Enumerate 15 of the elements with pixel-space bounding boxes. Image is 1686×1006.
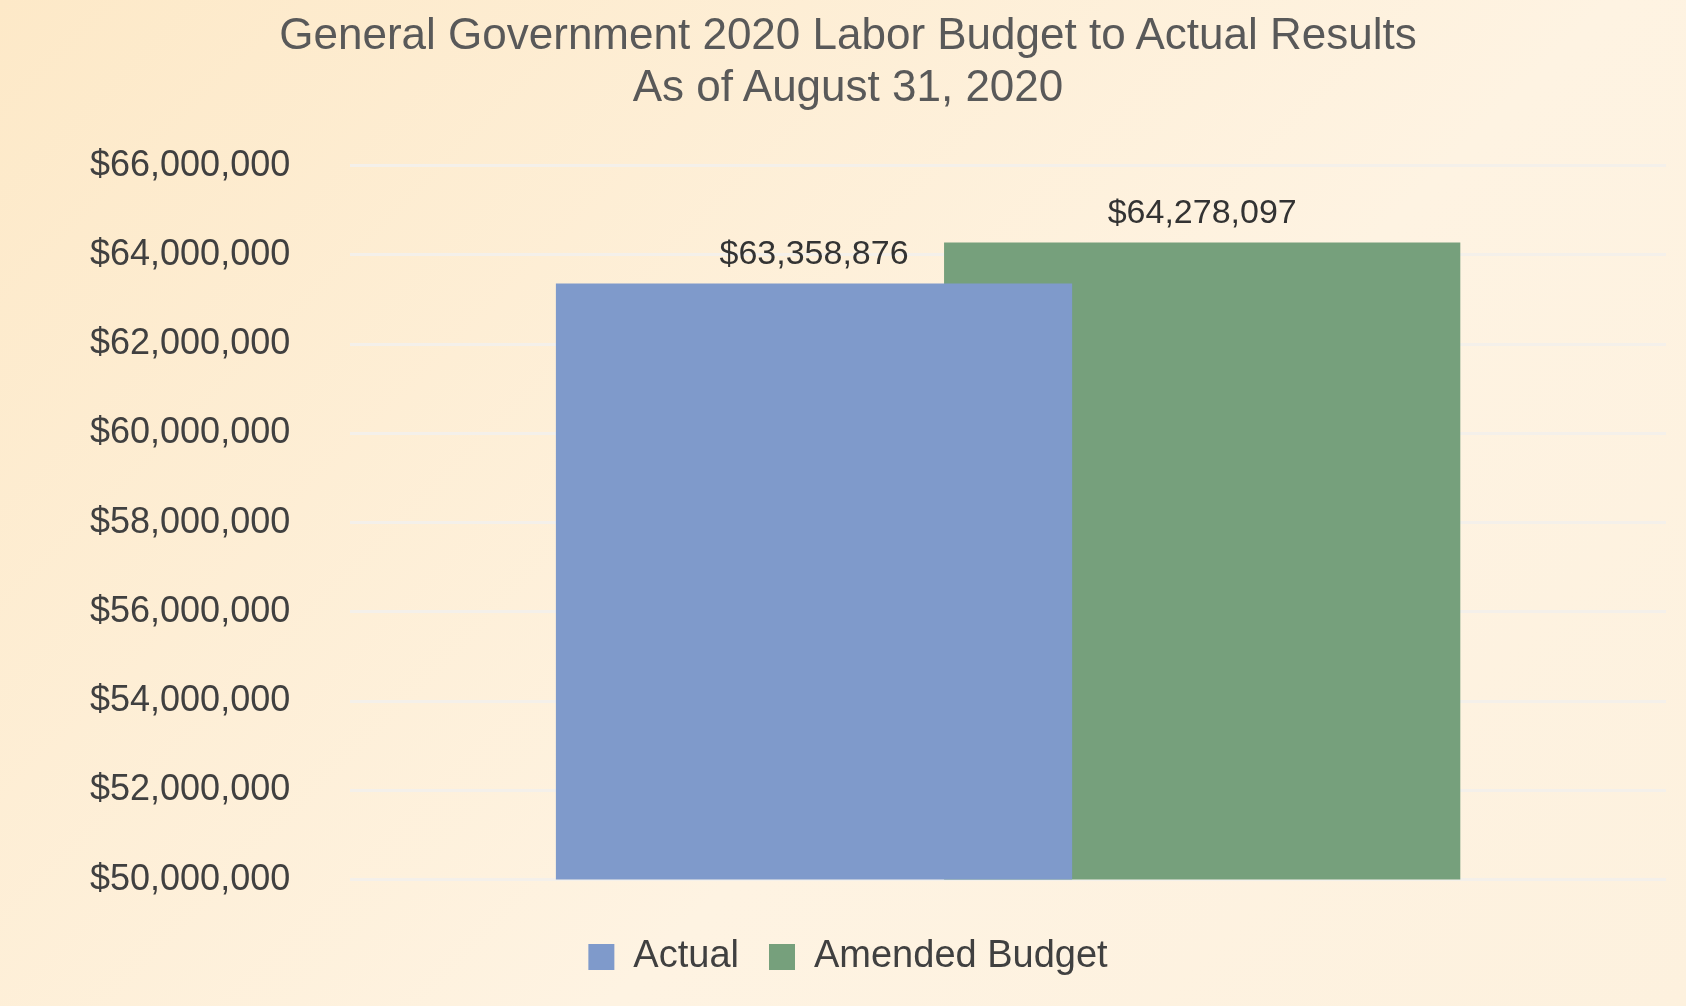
- chart-subtitle: As of August 31, 2020: [632, 61, 1064, 111]
- y-tick-label: $58,000,000: [89, 499, 291, 541]
- legend-label: Amended Budget: [813, 933, 1109, 976]
- y-tick-label: $52,000,000: [89, 767, 291, 809]
- y-tick-label: $62,000,000: [89, 321, 291, 363]
- y-tick-label: $60,000,000: [89, 410, 291, 452]
- y-tick-label: $50,000,000: [89, 856, 291, 898]
- legend-label: Actual: [633, 933, 739, 976]
- y-tick-label: $66,000,000: [89, 142, 291, 184]
- chart-title: General Government 2020 Labor Budget to Actual Results: [279, 8, 1417, 58]
- y-tick-label: $64,000,000: [89, 231, 291, 273]
- data-label: $64,278,097: [1107, 191, 1297, 230]
- data-label: $63,358,876: [719, 232, 909, 271]
- y-tick-label: $56,000,000: [89, 588, 291, 630]
- y-tick-label: $54,000,000: [89, 678, 291, 720]
